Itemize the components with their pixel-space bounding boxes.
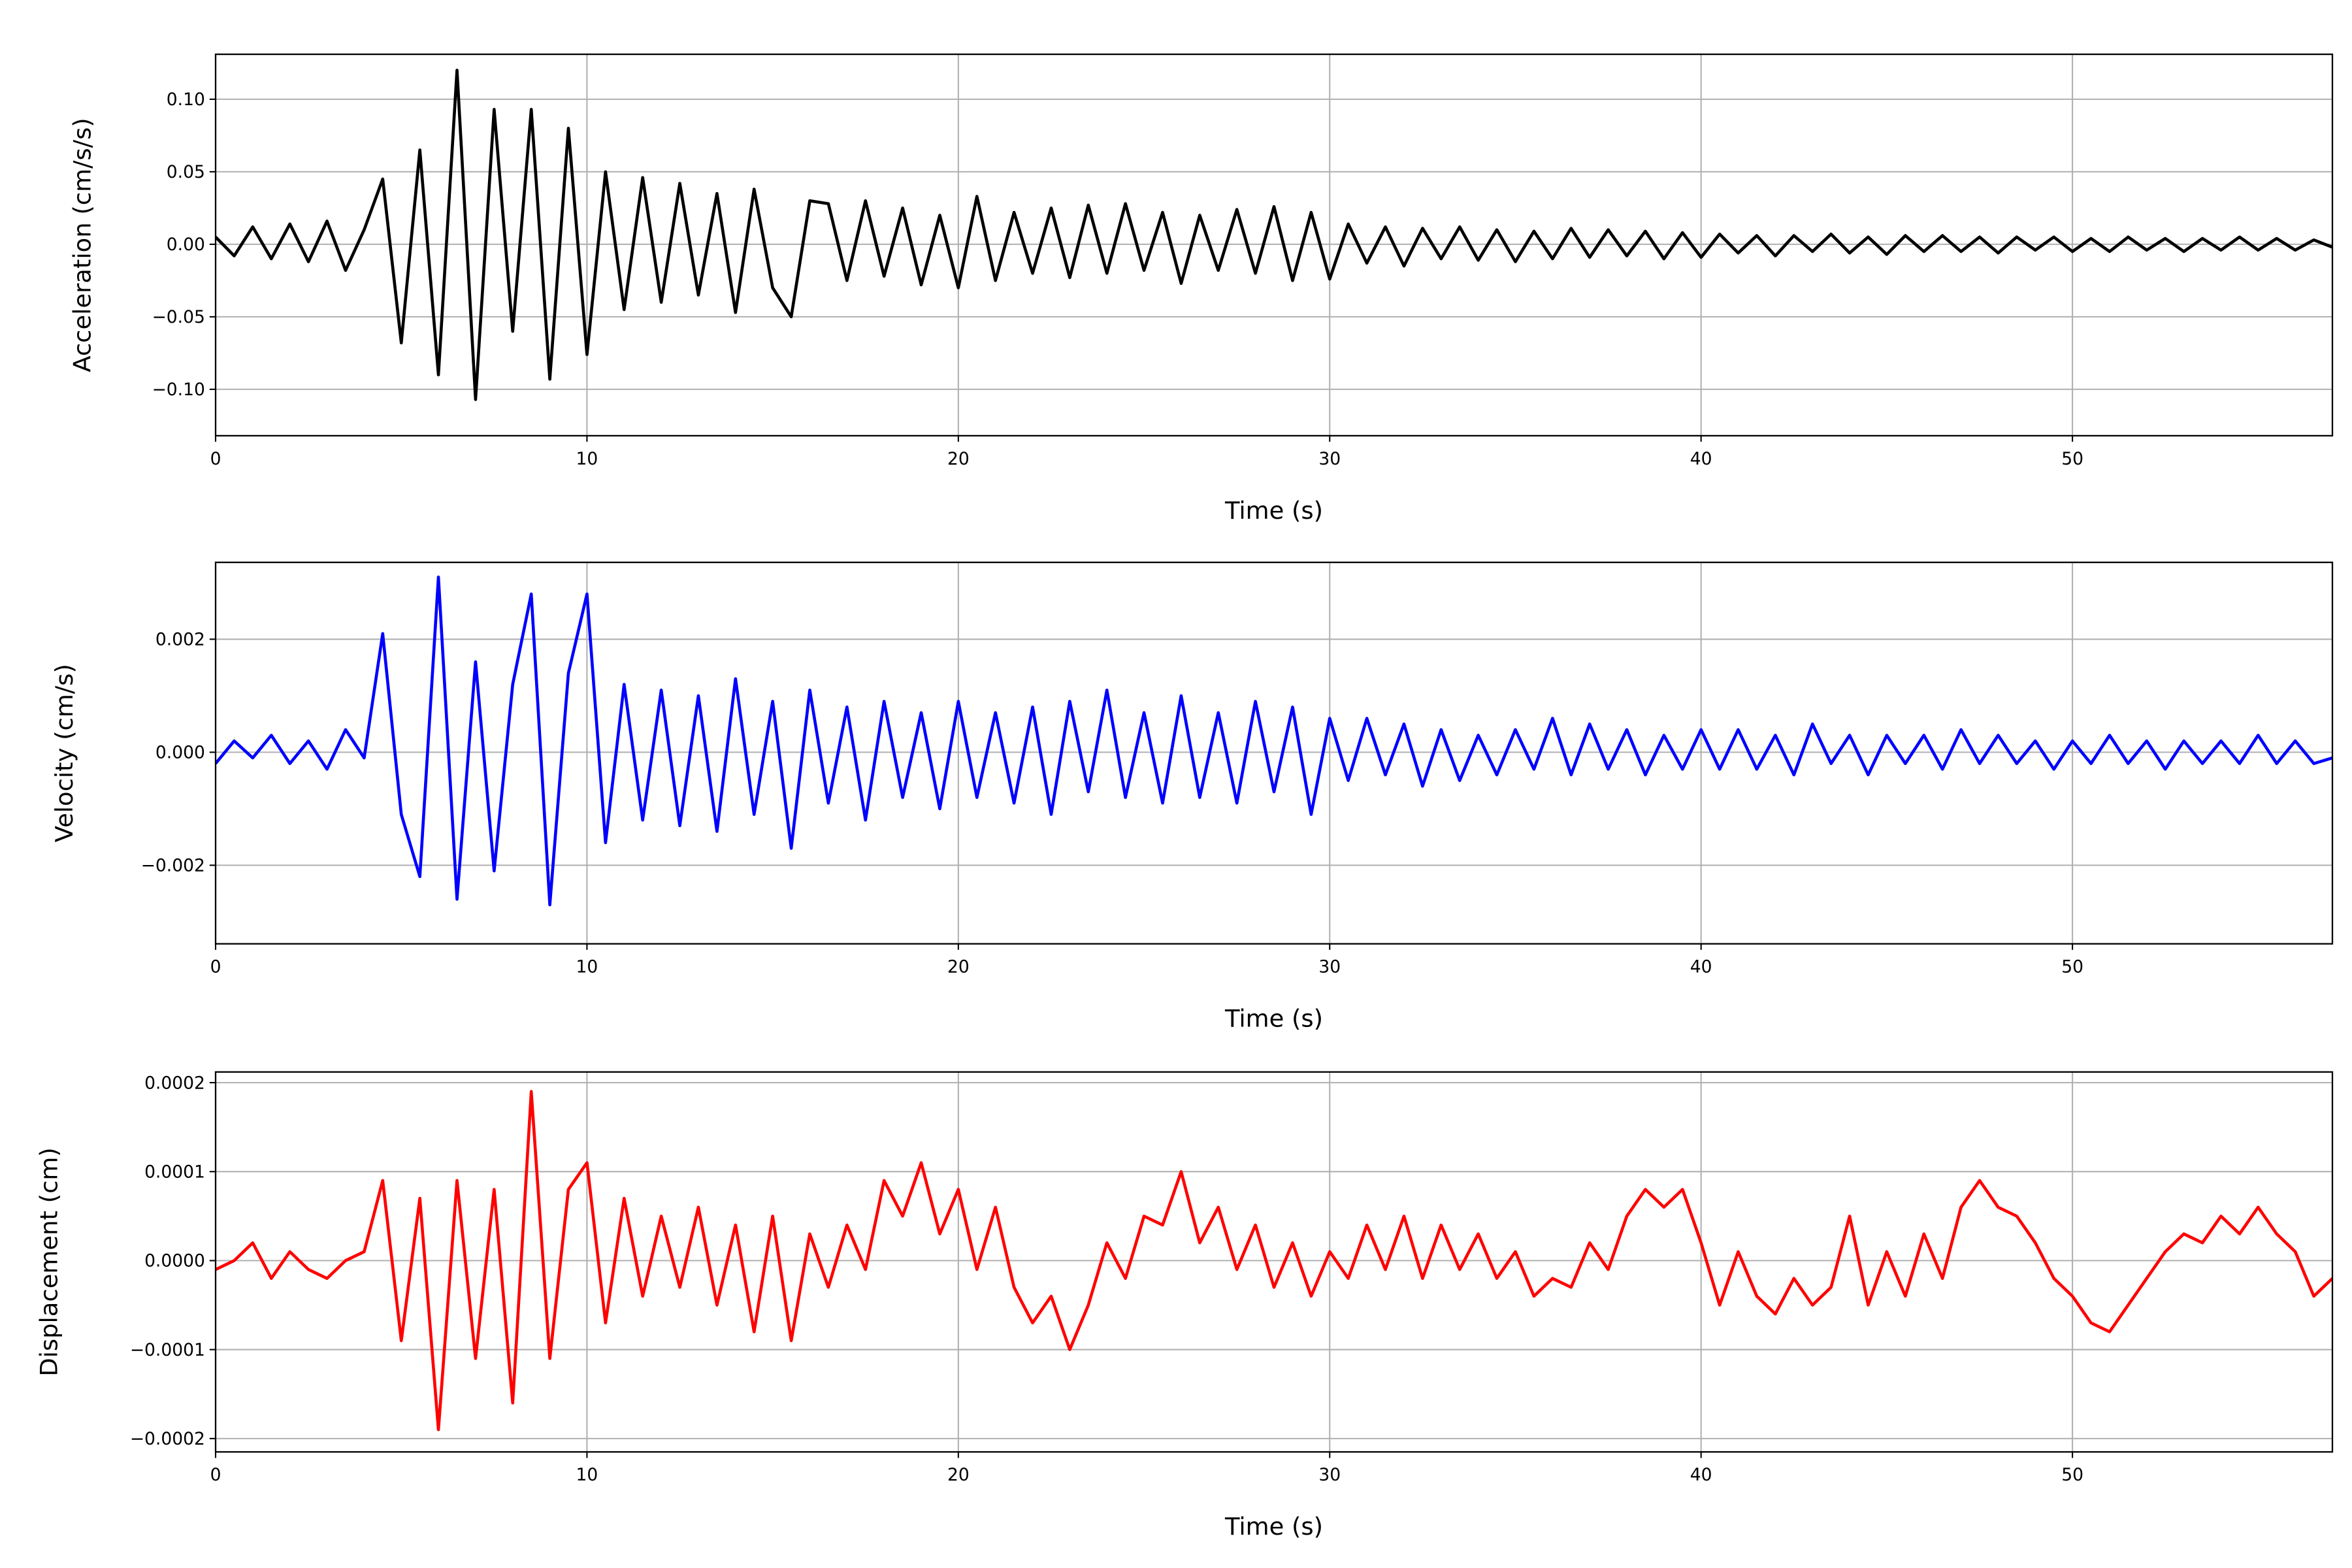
acceleration-series-line [215,69,2332,401]
axes-frame [214,53,2334,437]
x-tick-label: 20 [947,1465,970,1485]
x-tick-label: 40 [1690,449,1712,469]
x-tick-label: 50 [2061,449,2083,469]
x-tick-label: 0 [210,449,221,469]
y-tick-label: −0.0001 [130,1340,205,1360]
x-tick-label: 20 [947,956,970,977]
displacement-panel: 0 10 20 30 40 50 0.0002 0.0001 0.0000 −0.0001 −0.0… [35,1071,2334,1541]
y-tick-label: −0.002 [141,856,205,876]
y-tick-label: −0.0002 [130,1429,205,1449]
y-tick-label: 0.05 [167,162,205,182]
x-tick-label: 10 [576,956,598,977]
x-axis-label: Time (s) [1224,497,1323,525]
acceleration-panel: 0 10 20 30 40 50 0.10 0.05 0.00 −0.05 −0.10 Time (s… [68,53,2334,525]
y-tick-label: 0.0000 [144,1251,205,1271]
x-tick-label: 10 [576,1465,598,1485]
y-tick-label: 0.000 [155,743,205,763]
x-tick-label: 30 [1318,956,1341,977]
y-axis-label: Acceleration (cm/s/s) [68,118,96,372]
x-tick-label: 50 [2061,956,2083,977]
y-tick-label: 0.00 [167,235,205,255]
y-tick-label: −0.10 [152,380,205,400]
x-axis-label: Time (s) [1224,1512,1323,1541]
axes-frame [214,561,2334,945]
y-tick-label: 0.002 [155,630,205,650]
y-tick-label: 0.0001 [144,1162,205,1183]
velocity-series-line [215,575,2332,907]
y-axis-label: Displacement (cm) [35,1147,63,1376]
x-tick-label: 30 [1318,449,1341,469]
x-tick-label: 0 [210,956,221,977]
x-tick-label: 30 [1318,1465,1341,1485]
x-tick-label: 20 [947,449,970,469]
velocity-panel: 0 10 20 30 40 50 0.002 0.000 −0.002 Time (s) Veloc… [50,561,2334,1033]
x-tick-label: 50 [2061,1465,2083,1485]
axes-frame [214,1071,2334,1453]
y-tick-label: 0.10 [167,90,205,110]
y-tick-label: −0.05 [152,307,205,327]
x-tick-label: 40 [1690,956,1712,977]
x-tick-label: 0 [210,1465,221,1485]
y-tick-label: 0.0002 [144,1073,205,1093]
displacement-series-line [215,1090,2332,1431]
x-tick-label: 10 [576,449,598,469]
y-axis-label: Velocity (cm/s) [50,664,78,842]
x-tick-label: 40 [1690,1465,1712,1485]
x-axis-label: Time (s) [1224,1005,1323,1033]
